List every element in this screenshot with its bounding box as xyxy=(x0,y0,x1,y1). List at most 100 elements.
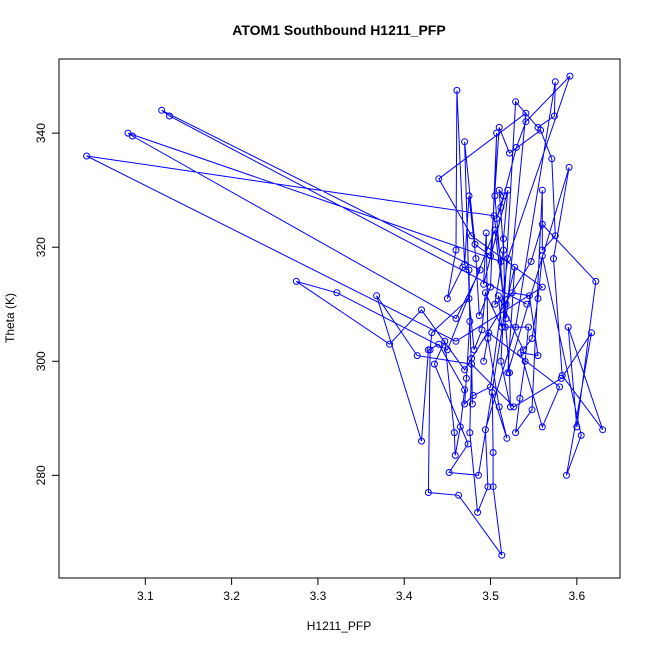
data-point xyxy=(497,258,505,265)
data-point xyxy=(522,118,530,126)
data-point xyxy=(470,346,478,354)
data-point xyxy=(476,266,484,274)
x-tick-label: 3.5 xyxy=(482,589,499,603)
y-tick-label: 300 xyxy=(34,351,48,371)
data-point xyxy=(466,429,474,437)
data-point xyxy=(484,335,492,342)
data-point xyxy=(468,360,476,368)
data-point xyxy=(461,400,469,408)
data-point xyxy=(528,335,536,342)
data-point xyxy=(538,220,546,228)
data-point xyxy=(413,352,421,360)
data-point xyxy=(506,403,514,411)
data-point xyxy=(475,312,483,320)
data-point xyxy=(504,255,512,263)
data-point xyxy=(512,143,520,151)
data-point xyxy=(534,295,542,302)
data-point xyxy=(418,306,425,314)
data-point xyxy=(452,337,460,345)
data-point xyxy=(495,123,503,131)
data-point xyxy=(453,86,461,94)
data-point xyxy=(481,426,489,434)
data-point xyxy=(577,431,585,439)
data-point xyxy=(548,155,556,163)
data-point xyxy=(462,374,470,382)
data-point xyxy=(551,232,559,240)
data-point xyxy=(500,246,507,254)
data-point xyxy=(521,357,529,365)
data-point xyxy=(502,300,510,308)
data-point xyxy=(487,283,494,291)
y-tick-label: 340 xyxy=(34,123,48,143)
data-point xyxy=(503,434,511,442)
data-point xyxy=(510,403,518,411)
data-point xyxy=(522,109,530,117)
data-point xyxy=(502,315,510,322)
data-point xyxy=(537,126,545,134)
data-point xyxy=(468,232,476,240)
data-point xyxy=(495,403,503,411)
data-point xyxy=(501,323,509,331)
data-point xyxy=(455,491,463,499)
data-point xyxy=(452,246,460,254)
data-point xyxy=(534,352,542,360)
data-point xyxy=(491,300,499,308)
data-point xyxy=(588,329,595,337)
data-point xyxy=(424,346,432,354)
x-tick-label: 3.2 xyxy=(223,589,240,603)
y-tick-label: 320 xyxy=(34,237,48,257)
data-point xyxy=(465,192,473,200)
data-point xyxy=(512,429,520,437)
data-point xyxy=(472,255,480,263)
data-point xyxy=(573,423,581,431)
data-point xyxy=(373,292,381,300)
data-point xyxy=(525,323,532,331)
data-point xyxy=(430,360,438,368)
data-point xyxy=(452,315,460,322)
data-point xyxy=(527,258,535,265)
data-point xyxy=(512,98,520,106)
data-point xyxy=(489,449,497,456)
data-point xyxy=(565,163,573,171)
data-point xyxy=(461,386,469,394)
data-point xyxy=(538,252,546,260)
data-point xyxy=(441,337,449,345)
data-point xyxy=(487,252,494,260)
data-point xyxy=(466,317,474,325)
plot-frame xyxy=(58,58,621,579)
data-point xyxy=(489,483,497,491)
x-axis-label: H1211_PFP xyxy=(307,619,371,633)
data-point xyxy=(495,186,503,194)
x-tick-label: 3.4 xyxy=(396,589,413,603)
data-point xyxy=(461,366,469,374)
data-point xyxy=(445,469,453,476)
data-point xyxy=(557,374,565,382)
data-point xyxy=(564,323,572,331)
x-tick-label: 3.1 xyxy=(137,589,154,603)
data-point xyxy=(498,323,506,331)
data-point xyxy=(464,440,472,448)
data-point xyxy=(158,106,166,114)
data-point xyxy=(497,357,505,365)
data-point xyxy=(83,152,91,160)
chart-title: ATOM1 Southbound H1211_PFP xyxy=(232,22,445,38)
data-point xyxy=(424,489,432,496)
data-point xyxy=(333,289,341,297)
data-point xyxy=(456,423,464,431)
data-point xyxy=(428,329,436,337)
data-point xyxy=(471,240,479,248)
data-point xyxy=(468,400,476,408)
data-point xyxy=(599,426,607,434)
data-point xyxy=(166,112,173,120)
data-point xyxy=(418,437,425,445)
data-point xyxy=(592,277,600,285)
data-point xyxy=(500,235,507,243)
data-point xyxy=(558,372,566,379)
data-point xyxy=(494,292,502,300)
data-point xyxy=(488,389,496,397)
data-point xyxy=(292,277,300,285)
data-point xyxy=(516,394,524,402)
data-point xyxy=(511,263,519,271)
data-point xyxy=(538,186,546,194)
